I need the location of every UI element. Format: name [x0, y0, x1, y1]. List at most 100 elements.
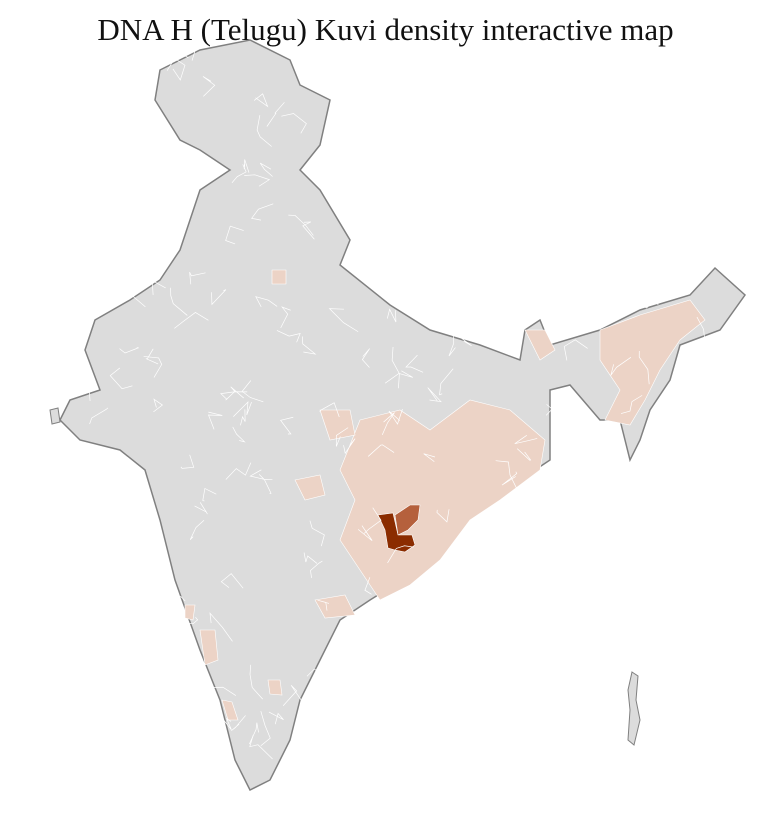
- district-border-line: [194, 502, 208, 515]
- district-border-line: [563, 339, 588, 361]
- district-border-line: [436, 509, 450, 523]
- district-border-line: [260, 711, 271, 746]
- district-border-line: [439, 368, 454, 396]
- district-tamilnadu[interactable]: [267, 679, 283, 696]
- high-density-district[interactable]: [377, 512, 416, 553]
- district-coast[interactable]: [184, 604, 196, 621]
- district-border-line: [309, 520, 325, 547]
- district-border-line: [191, 33, 197, 61]
- district-border-line: [249, 664, 263, 700]
- district-border-line: [281, 113, 307, 134]
- low-density-districts[interactable]: [184, 269, 706, 721]
- district-border-line: [79, 367, 93, 402]
- district-border-line: [208, 411, 223, 430]
- district-northeast[interactable]: [599, 299, 706, 426]
- district-border-line: [166, 49, 189, 71]
- district-border-line: [249, 469, 266, 480]
- district-up[interactable]: [271, 269, 287, 285]
- district-border-line: [696, 316, 706, 343]
- district-border-line: [180, 454, 195, 469]
- district-border-line: [225, 462, 252, 480]
- district-telangana[interactable]: [314, 594, 356, 619]
- district-border-line: [202, 76, 216, 97]
- district-border-line: [610, 357, 632, 376]
- district-border-line: [306, 668, 337, 691]
- district-border-line: [427, 387, 442, 403]
- district-border-line: [301, 336, 317, 355]
- district-border-line: [211, 289, 227, 306]
- district-border-line: [310, 560, 323, 579]
- district-odisha-chhattisgarh[interactable]: [339, 399, 546, 601]
- district-border-line: [170, 55, 186, 81]
- district-border-line: [244, 174, 271, 187]
- district-border-line: [303, 552, 318, 564]
- district-border-line: [268, 711, 284, 725]
- district-border-line: [367, 444, 395, 457]
- district-border-line: [241, 380, 264, 403]
- district-west-bengal[interactable]: [524, 329, 556, 361]
- district-border-line: [266, 102, 285, 127]
- district-border-line: [620, 395, 643, 414]
- district-border-line: [363, 507, 382, 534]
- map-title: DNA H (Telugu) Kuvi density interactive …: [97, 12, 674, 47]
- district-maharashtra[interactable]: [294, 474, 326, 501]
- district-border-line: [143, 356, 163, 378]
- district-border-line: [357, 525, 373, 541]
- district-border-line: [119, 347, 139, 354]
- district-border-line: [495, 460, 518, 490]
- district-border-line: [405, 354, 424, 373]
- district-border-line: [364, 577, 372, 595]
- lakshadweep-islands[interactable]: [49, 407, 61, 425]
- district-border-line: [501, 471, 518, 486]
- district-border-line: [189, 520, 205, 540]
- district-border-line: [248, 722, 259, 745]
- district-karnataka[interactable]: [199, 629, 219, 666]
- district-border-line: [516, 448, 532, 461]
- district-border-line: [458, 325, 472, 347]
- district-border-line: [249, 735, 273, 760]
- district-border-line: [423, 453, 436, 463]
- district-border-line: [220, 391, 248, 400]
- district-border-line: [335, 427, 349, 447]
- district-border-line: [180, 616, 199, 625]
- district-border-line: [174, 312, 209, 329]
- district-border-line: [225, 386, 244, 401]
- district-border-line: [225, 225, 244, 245]
- district-border-line: [514, 435, 538, 445]
- district-border-line: [209, 612, 233, 642]
- district-border-line: [388, 409, 403, 425]
- district-border-line: [638, 295, 659, 309]
- district-border-line: [302, 221, 315, 240]
- district-border-line: [110, 285, 146, 308]
- district-border-line: [231, 715, 246, 732]
- district-border-line: [276, 330, 301, 343]
- district-border-line: [189, 271, 206, 285]
- district-borders: [79, 33, 706, 760]
- district-border-line: [202, 487, 217, 502]
- district-border-line: [233, 401, 252, 417]
- district-border-line: [448, 335, 456, 357]
- district-border-line: [255, 296, 278, 308]
- district-border-line: [319, 402, 340, 418]
- district-border-line: [317, 599, 330, 611]
- district-border-line: [222, 717, 232, 730]
- district-border-line: [253, 93, 269, 108]
- district-border-line: [638, 350, 650, 385]
- district-border-line: [386, 308, 397, 323]
- district-border-line: [151, 280, 166, 295]
- district-border-line: [220, 573, 244, 589]
- andaman-islands[interactable]: [627, 671, 641, 746]
- district-border-line: [280, 416, 294, 435]
- district-border-line: [263, 479, 273, 494]
- district-border-line: [384, 346, 400, 384]
- district-border-line: [328, 308, 359, 333]
- district-central[interactable]: [319, 409, 356, 441]
- district-border-line: [256, 115, 272, 147]
- district-border-line: [361, 348, 370, 368]
- district-border-line: [89, 407, 109, 425]
- district-border-line: [282, 685, 302, 707]
- district-border-line: [153, 398, 163, 413]
- district-border-line: [197, 682, 237, 696]
- district-kerala[interactable]: [221, 699, 239, 721]
